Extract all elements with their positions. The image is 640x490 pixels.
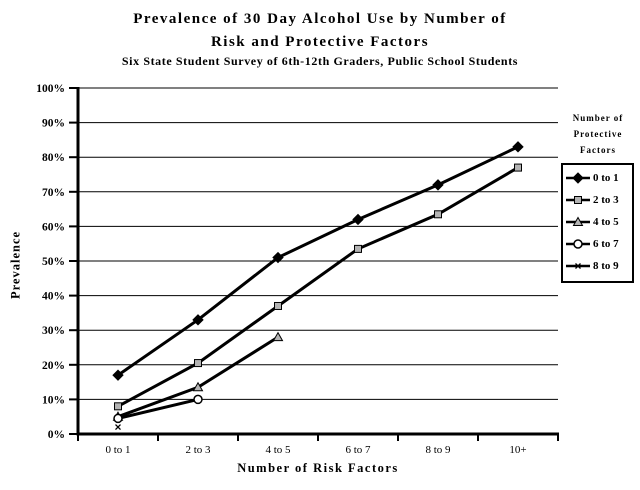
legend-item-2-to-3: 2 to 3	[566, 189, 632, 211]
y-tick-label: 80%	[42, 152, 65, 164]
legend-label: 8 to 9	[593, 260, 619, 272]
x-tick-label: 2 to 3	[185, 444, 211, 456]
legend-x-icon	[566, 263, 590, 269]
marker-square-icon	[514, 163, 522, 172]
marker-triangle-icon	[192, 381, 204, 392]
legend-square-icon	[566, 196, 590, 204]
marker-triangle-icon	[272, 331, 284, 342]
y-tick-label: 10%	[42, 394, 65, 406]
marker-diamond-icon	[272, 251, 284, 264]
marker-x-icon	[115, 424, 121, 431]
x-tick-label: 4 to 5	[265, 444, 291, 456]
marker-square-icon	[354, 244, 362, 253]
marker-circle-icon	[113, 413, 123, 424]
legend-item-4-to-5: 4 to 5	[566, 211, 632, 233]
legend-diamond-icon	[566, 172, 590, 184]
series-line-4-to-5	[117, 335, 279, 419]
y-tick-label: 20%	[42, 360, 65, 372]
legend-title-line2: Protective	[573, 129, 623, 139]
marker-square-icon	[434, 210, 442, 219]
marker-square-icon	[114, 402, 122, 411]
marker-diamond-icon	[572, 172, 584, 184]
y-tick-label: 100%	[36, 83, 65, 95]
series-line-2-to-3	[117, 166, 519, 408]
legend-item-8-to-9: 8 to 9	[566, 255, 632, 277]
marker-square-icon	[194, 359, 202, 368]
chart-title-line1: Prevalence of 30 Day Alcohol Use by Numb…	[133, 11, 507, 27]
marker-square-icon	[574, 196, 582, 204]
x-tick-label: 8 to 9	[425, 444, 451, 456]
legend-item-6-to-7: 6 to 7	[566, 233, 632, 255]
y-tick-label: 90%	[42, 118, 65, 130]
marker-triangle-icon	[572, 216, 584, 226]
legend-title-line3: Factors	[580, 145, 616, 155]
chart-title-line2: Risk and Protective Factors	[210, 34, 430, 50]
y-tick-label: 60%	[42, 221, 65, 233]
x-tick-label: 6 to 7	[345, 444, 371, 456]
legend-label: 0 to 1	[593, 172, 619, 184]
marker-diamond-icon	[192, 314, 204, 326]
marker-circle-icon	[193, 394, 203, 405]
chart-title: Prevalence of 30 Day Alcohol Use by Numb…	[0, 8, 640, 54]
legend-item-0-to-1: 0 to 1	[566, 167, 632, 189]
x-tick-label: 10+	[509, 444, 526, 456]
chart-subtitle: Six State Student Survey of 6th-12th Gra…	[121, 54, 519, 68]
legend-title-line1: Number of	[572, 113, 624, 123]
y-tick-label: 30%	[42, 325, 65, 337]
legend-circle-icon	[566, 239, 590, 249]
legend-triangle-icon	[566, 216, 590, 226]
legend-label: 2 to 3	[593, 194, 619, 206]
x-axis-title: Number of Risk Factors	[237, 461, 399, 475]
marker-diamond-icon	[512, 141, 524, 153]
series-line-6-to-7	[117, 397, 199, 420]
series-line-0-to-1	[117, 145, 519, 377]
marker-circle-icon	[573, 239, 583, 249]
x-tick-label: 0 to 1	[105, 444, 130, 456]
marker-diamond-icon	[432, 179, 444, 191]
marker-square-icon	[274, 301, 282, 310]
legend-label: 6 to 7	[593, 238, 619, 250]
y-tick-label: 0%	[48, 429, 65, 441]
marker-x-icon	[575, 263, 581, 269]
y-tick-label: 40%	[42, 291, 65, 303]
legend-box: 0 to 1 2 to 3 4 to 5 6 to 7 8 to 9	[561, 163, 634, 283]
legend-label: 4 to 5	[593, 216, 619, 228]
marker-diamond-icon	[112, 369, 124, 381]
y-tick-label: 50%	[42, 256, 65, 268]
marker-diamond-icon	[352, 213, 364, 226]
y-tick-label: 70%	[42, 187, 65, 199]
legend-title: Number of Protective Factors	[556, 110, 640, 158]
